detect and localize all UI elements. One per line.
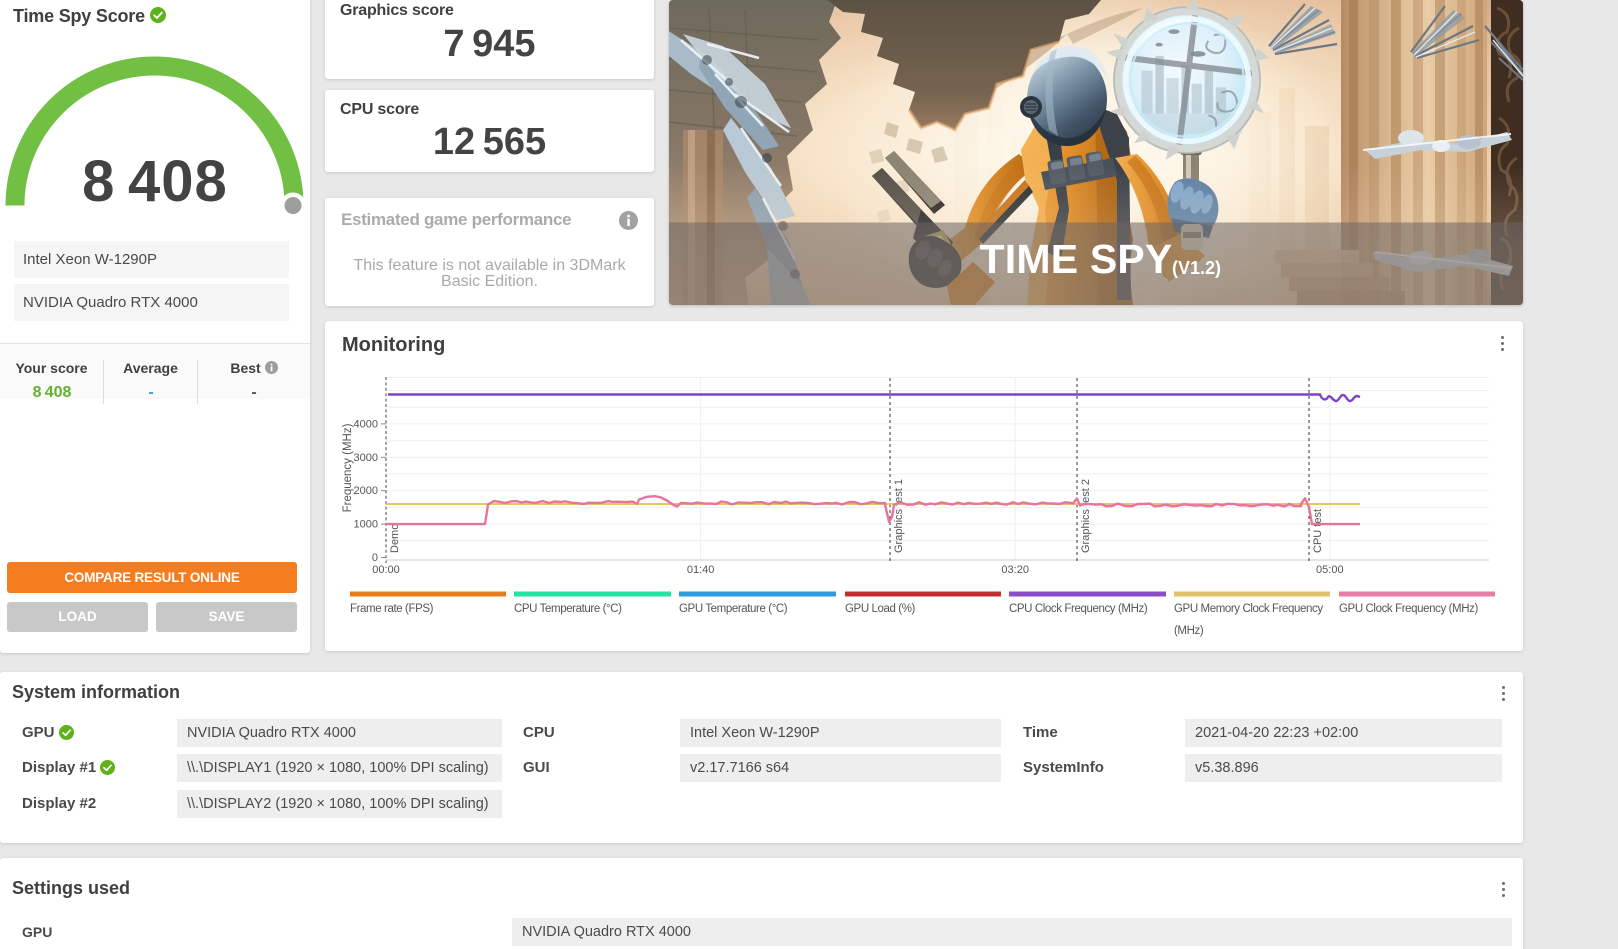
svg-text:CPU Temperature (°C): CPU Temperature (°C) [514,603,622,615]
svg-text:4000: 4000 [354,418,378,430]
svg-text:(V1.2): (V1.2) [1172,258,1221,278]
svg-text:2000: 2000 [354,485,378,497]
svg-text:GPU Clock Frequency (MHz): GPU Clock Frequency (MHz) [1339,603,1478,615]
svg-text:1000: 1000 [354,519,378,531]
svg-text:00:00: 00:00 [372,564,400,576]
svg-text:Frame rate (FPS): Frame rate (FPS) [350,603,434,615]
svg-text:Graphics test 2: Graphics test 2 [1080,479,1092,553]
svg-text:Graphics test 1: Graphics test 1 [893,479,905,553]
svg-text:01:40: 01:40 [687,564,715,576]
svg-text:3000: 3000 [354,452,378,464]
svg-text:CPU Clock Frequency (MHz): CPU Clock Frequency (MHz) [1009,603,1148,615]
svg-text:(MHz): (MHz) [1174,625,1204,637]
svg-text:CPU test: CPU test [1312,509,1324,553]
svg-text:GPU Load (%): GPU Load (%) [845,603,916,615]
svg-text:0: 0 [372,552,378,564]
svg-text:Demo: Demo [389,524,401,553]
svg-text:TIME SPY: TIME SPY [980,236,1173,282]
svg-text:Frequency (MHz): Frequency (MHz) [342,423,354,512]
svg-text:03:20: 03:20 [1001,564,1029,576]
svg-text:05:00: 05:00 [1316,564,1344,576]
svg-text:GPU Memory Clock Frequency: GPU Memory Clock Frequency [1174,603,1323,615]
svg-text:GPU Temperature (°C): GPU Temperature (°C) [679,603,788,615]
